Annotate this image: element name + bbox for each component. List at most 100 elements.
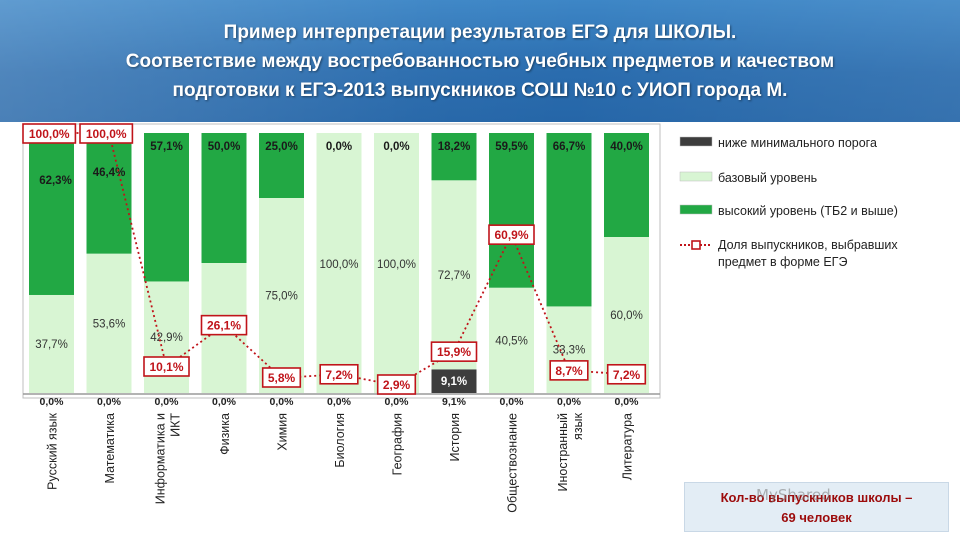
choice-share-box	[319, 363, 359, 385]
category-label: Информатика иИКТ	[154, 413, 183, 505]
base-level-label: 75,0%	[265, 291, 298, 303]
high-level-label: 57,1%	[150, 141, 183, 153]
bar-segment-base-level	[316, 133, 362, 393]
bar-segment-high-level	[29, 133, 74, 295]
bar-segment-high-level	[86, 133, 132, 254]
category-label-line: География	[391, 413, 405, 475]
choice-share-label: 60,9%	[494, 228, 528, 242]
category-label-line: Иностранный	[556, 413, 570, 492]
below-min-label: 0,0%	[327, 396, 352, 408]
choice-share-label: 7,2%	[325, 368, 353, 382]
choice-share-box	[430, 341, 478, 362]
choice-share-box	[200, 314, 248, 336]
category-label-line: Биология	[333, 413, 347, 468]
category-label-line: Химия	[276, 413, 290, 451]
high-level-label: 46,4%	[93, 167, 126, 179]
below-min-label: 0,0%	[615, 396, 640, 408]
high-level-label: 0,0%	[326, 141, 352, 153]
base-level-label: 33,3%	[553, 345, 586, 357]
choice-share-box	[606, 363, 647, 385]
header-banner	[0, 0, 960, 122]
category-label: Химия	[276, 413, 290, 451]
high-level-label: 62,3%	[39, 175, 72, 187]
choice-share-box	[79, 123, 134, 144]
below-min-label: 0,0%	[155, 396, 180, 408]
bar-segment-high-level	[431, 133, 477, 181]
watermark-text: MyShared	[756, 486, 831, 504]
choice-share-box	[143, 356, 190, 377]
legend-swatch	[679, 136, 713, 147]
high-level-label: 66,7%	[553, 141, 586, 153]
choice-share-label: 100,0%	[86, 127, 127, 141]
category-label-line: ИКТ	[169, 413, 183, 437]
legend-label: высокий уровень (ТБ2 и выше)	[718, 204, 898, 218]
category-label: Математика	[103, 413, 117, 483]
category-label-line: Информатика и	[154, 413, 168, 504]
bar-segment-base-level	[29, 294, 74, 393]
bar-segment-base-level	[489, 287, 534, 393]
legend-swatch	[679, 171, 713, 182]
category-label-line: Математика	[103, 413, 117, 483]
high-level-label: 59,5%	[495, 141, 528, 153]
choice-share-label: 100,0%	[29, 127, 70, 141]
base-level-label: 100,0%	[319, 259, 358, 271]
base-level-label: 53,6%	[93, 318, 126, 330]
choice-share-box	[549, 360, 589, 381]
category-label-line: История	[448, 413, 462, 461]
bar-segment-high-level	[604, 133, 649, 237]
base-level-label: 40,5%	[495, 335, 528, 347]
title-line-1: Пример интерпретации результатов ЕГЭ для…	[223, 22, 737, 43]
graduates-count-line-1: Кол-во выпускников школы –	[720, 490, 913, 505]
choice-share-box	[488, 224, 535, 245]
below-min-label: 0,0%	[212, 396, 237, 408]
title-line-3: подготовки к ЕГЭ-2013 выпускников СОШ №1…	[172, 80, 788, 101]
category-label-line: язык	[571, 412, 585, 439]
watermark-logo: MyShared	[756, 486, 831, 504]
high-level-label: 18,2%	[438, 141, 471, 153]
choice-share-label: 10,1%	[149, 360, 183, 374]
category-label-line: Обществознание	[506, 413, 520, 513]
bar-segment-base-level	[431, 180, 477, 370]
choice-share-label: 2,9%	[383, 378, 411, 392]
category-label: Литература	[621, 413, 635, 480]
bar-segment-high-level	[259, 133, 304, 198]
base-level-label: 60,0%	[610, 310, 643, 322]
legend-label: базовый уровень	[718, 171, 817, 185]
bar-segment-base-level	[86, 253, 132, 393]
category-label-line: Литература	[621, 413, 635, 480]
choice-share-label: 5,8%	[268, 371, 296, 385]
base-level-label: 42,9%	[150, 332, 183, 344]
base-level-label: 72,7%	[438, 270, 471, 282]
bar-segment-high-level	[489, 133, 534, 288]
plot-frame	[22, 123, 661, 399]
below-min-label: 9,1%	[442, 396, 467, 408]
bar-segment-base-level	[374, 133, 419, 393]
legend-label: ниже минимального порога	[718, 136, 877, 150]
bar-segment-below-min	[431, 369, 477, 393]
legend-label: Доля выпускников, выбравших	[718, 238, 898, 252]
legend-swatch	[679, 204, 713, 215]
below-min-label: 0,0%	[500, 396, 525, 408]
bar-segment-high-level	[144, 133, 189, 282]
below-min-label: 0,0%	[557, 396, 582, 408]
choice-share-box	[376, 374, 417, 395]
category-label-line: Физика	[218, 413, 232, 455]
below-min-label: 0,0%	[385, 396, 410, 408]
choice-share-label: 8,7%	[555, 364, 583, 378]
category-label: Биология	[333, 413, 347, 468]
category-label: Обществознание	[506, 413, 520, 513]
graduates-count-box: Кол-во выпускников школы – 69 человек	[684, 482, 949, 532]
choice-share-label: 7,2%	[613, 368, 641, 382]
category-label: Физика	[218, 413, 232, 455]
category-label: История	[448, 413, 462, 461]
base-level-label: 37,7%	[35, 339, 68, 351]
legend-label: предмет в форме ЕГЭ	[718, 255, 847, 269]
bar-segment-high-level	[201, 133, 247, 263]
below-min-label: 0,0%	[270, 396, 295, 408]
high-level-label: 40,0%	[610, 141, 643, 153]
base-level-label: 100,0%	[377, 259, 416, 271]
category-label: География	[391, 413, 405, 475]
choice-share-label: 15,9%	[437, 345, 471, 359]
graduates-count-line-2: 69 человек	[781, 510, 852, 525]
